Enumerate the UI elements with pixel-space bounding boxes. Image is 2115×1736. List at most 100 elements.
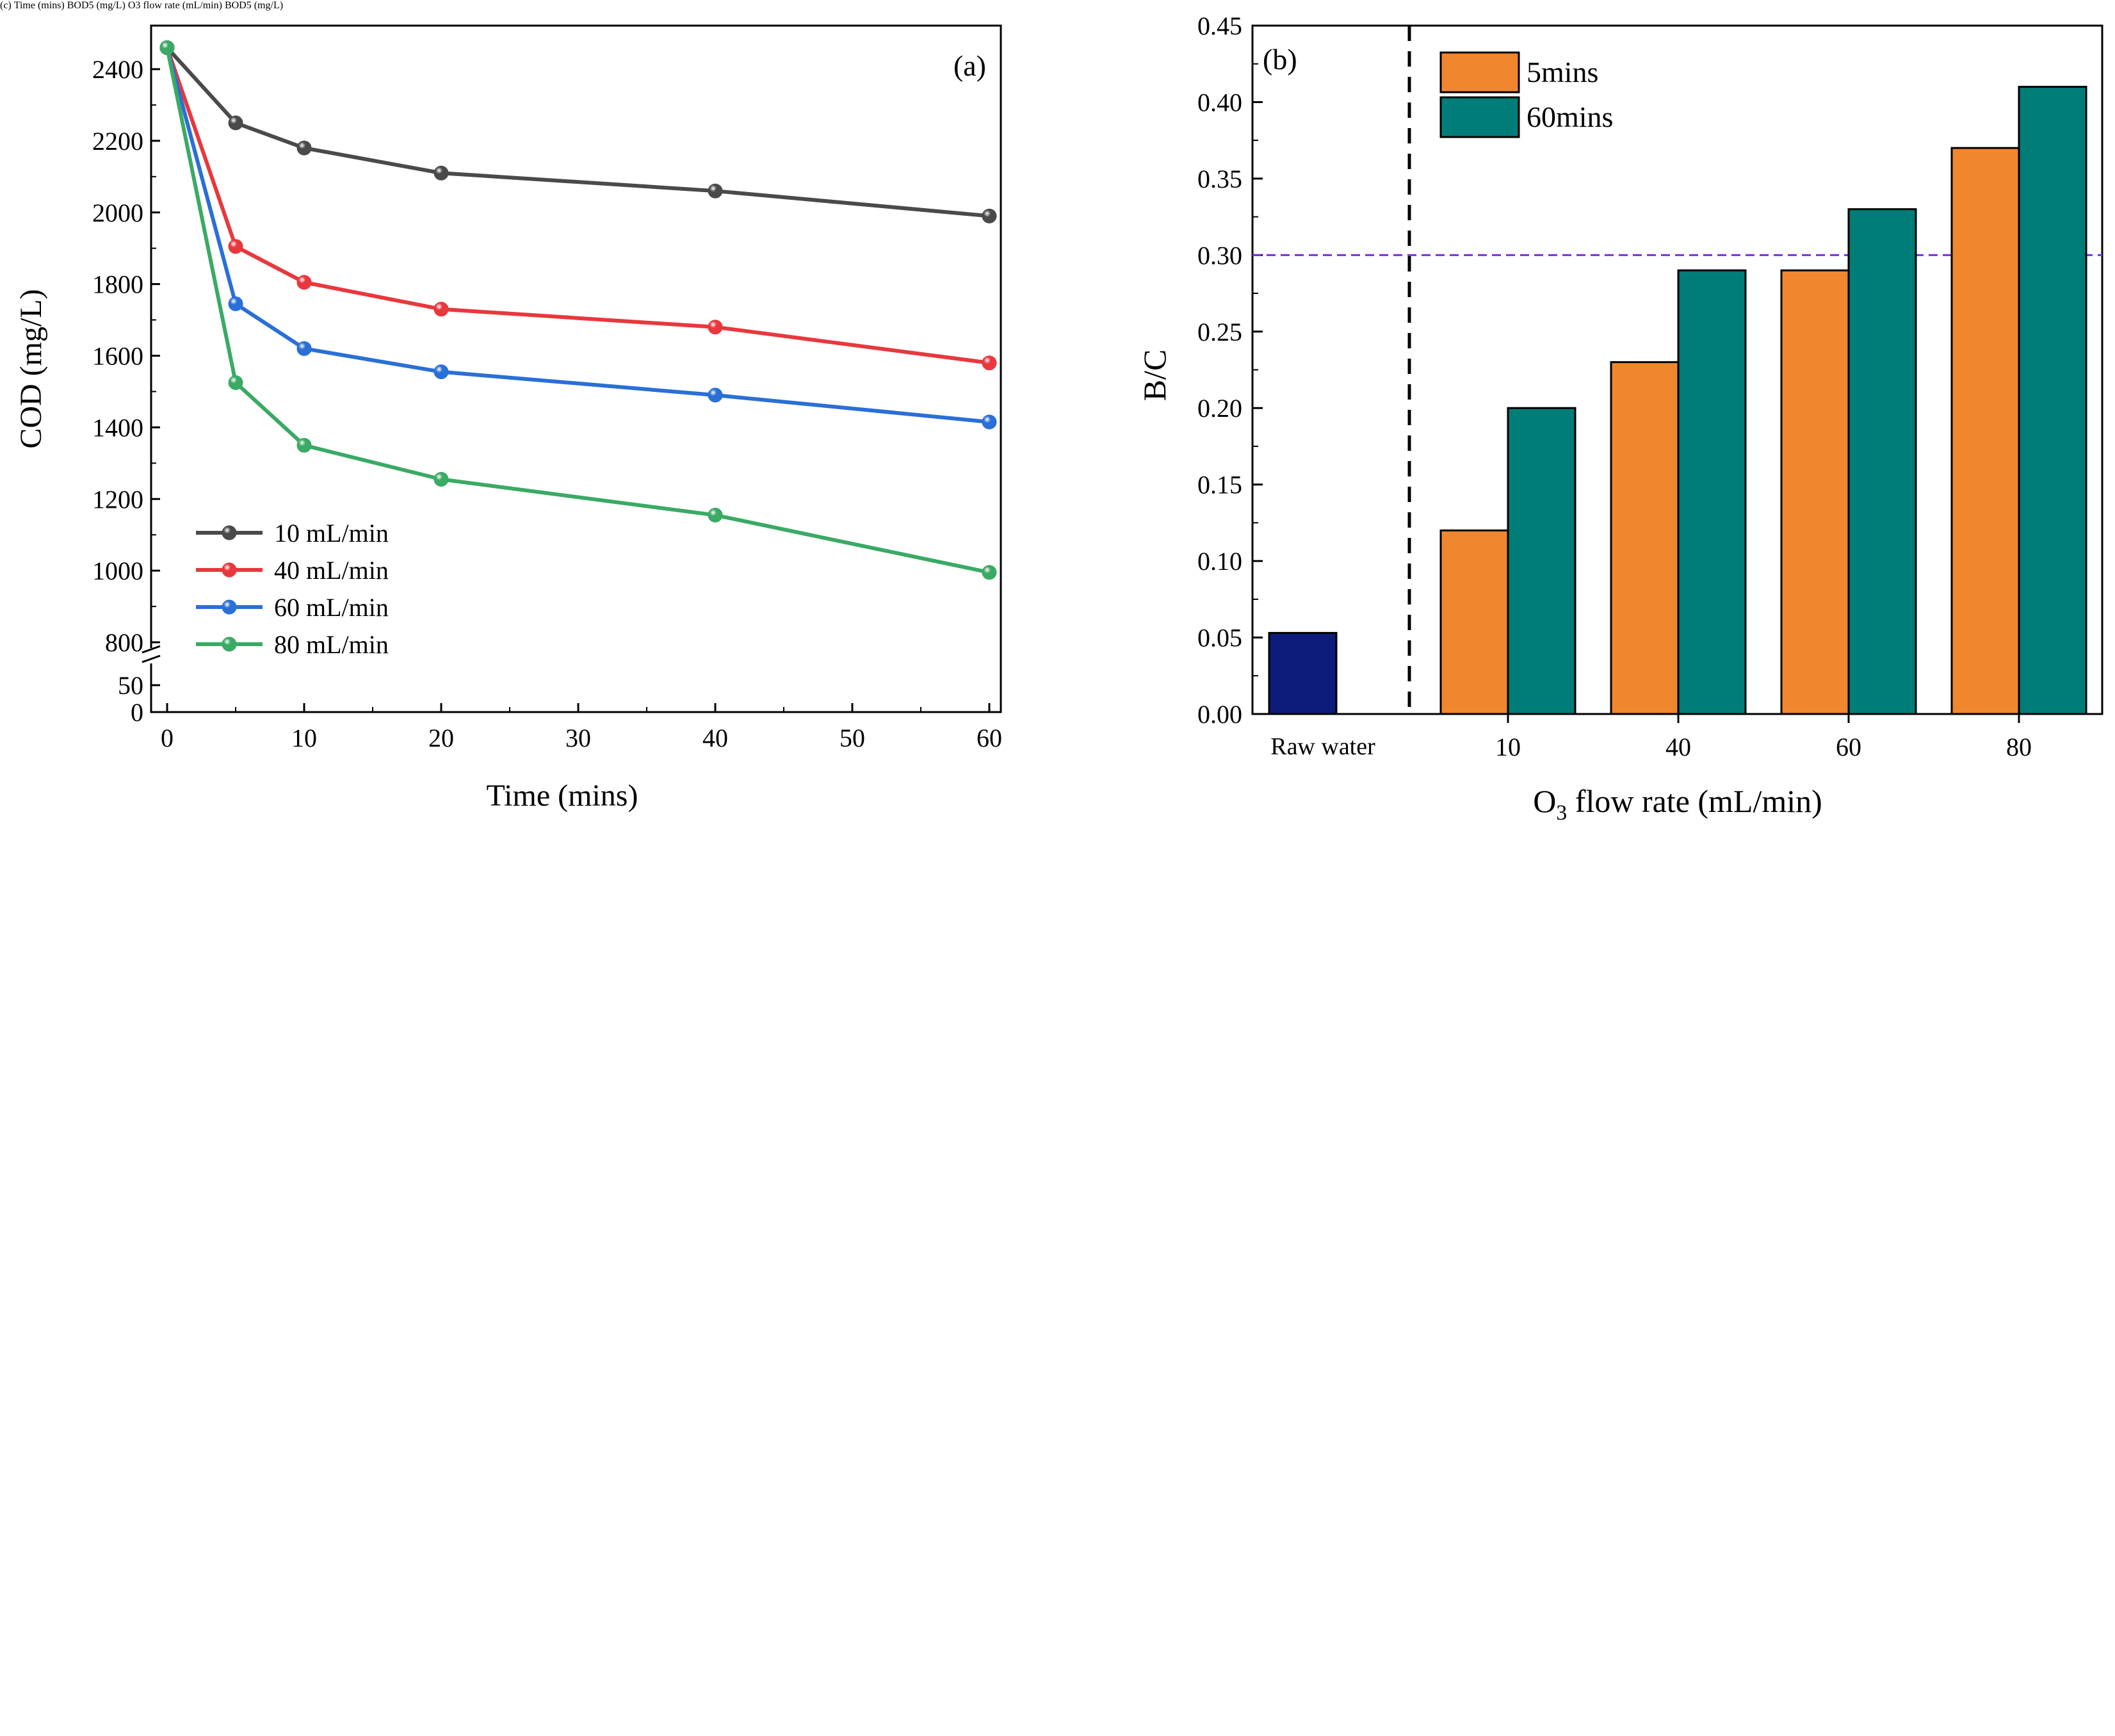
panel-a-y-tick-label: 1000 bbox=[92, 556, 143, 585]
panel-a-y-tick-label: 0 bbox=[131, 698, 143, 727]
panel-a-series-line-3 bbox=[165, 47, 990, 424]
panel-a-series-line-4 bbox=[165, 47, 990, 574]
panel-b-bc-ratio-chart: (b) 0.00 0.05 0.10 0.15 0.20 0.25 0.30 0.35 0.40… bbox=[1137, 12, 2103, 825]
panel-a-data-point bbox=[434, 364, 449, 380]
panel-a-legend-marker bbox=[222, 562, 237, 578]
panel-b-legend-label: 5mins bbox=[1527, 56, 1598, 88]
panel-a-x-tick-label: 0 bbox=[161, 724, 174, 752]
panel-b-legend-swatch-5mins bbox=[1439, 51, 1520, 93]
panel-a-data-point bbox=[708, 183, 723, 199]
panel-a-x-tick-label: 20 bbox=[428, 724, 454, 752]
panel-b-y-tick-label: 0.00 bbox=[1197, 700, 1242, 729]
panel-a-x-tick-label: 50 bbox=[839, 724, 865, 752]
panel-a-x-ticks: 0 10 20 30 40 50 60 bbox=[161, 703, 1002, 752]
panel-b-y-tick-label: 0.30 bbox=[1197, 241, 1242, 270]
panel-a-x-axis-label: Time (mins) bbox=[487, 779, 638, 813]
panel-a-legend-label: 40 mL/min bbox=[274, 556, 389, 585]
panel-a-y-tick-label: 2200 bbox=[92, 127, 143, 156]
panel-a-data-point bbox=[228, 239, 243, 254]
panel-c-tag: (c) bbox=[0, 0, 12, 11]
panel-b-y-tick-label: 0.05 bbox=[1197, 624, 1242, 653]
panel-a-y-tick-label: 2400 bbox=[92, 55, 143, 84]
panel-a-axis-break bbox=[142, 645, 161, 663]
panel-b-y-axis-label: B/C bbox=[1137, 350, 1172, 402]
panel-a-y-tick-label: 1200 bbox=[92, 485, 143, 514]
panel-c-y-axis-label-rest: (mg/L) bbox=[93, 0, 126, 11]
panel-a-data-point bbox=[228, 296, 243, 311]
panel-b-raw-water-bar bbox=[1268, 631, 1338, 715]
panel-a-y-tick-label: 800 bbox=[105, 628, 143, 657]
panel-c-y-axis-label-main: BOD bbox=[67, 0, 89, 11]
panel-a-y-tick-label: 2000 bbox=[92, 199, 143, 227]
panel-a-frame bbox=[150, 24, 1002, 713]
panel-a-y-tick-label: 1600 bbox=[92, 342, 143, 371]
panel-a-x-tick-label: 60 bbox=[976, 724, 1002, 752]
panel-b-bar-60mins-40 bbox=[1677, 269, 1747, 715]
panel-a-data-point bbox=[228, 375, 243, 390]
panel-b-y-tick-label: 0.20 bbox=[1197, 394, 1242, 423]
panel-a-legend-marker bbox=[222, 599, 237, 615]
panel-a-data-point bbox=[296, 341, 312, 356]
panel-b-bar-5mins-40 bbox=[1610, 361, 1680, 715]
panel-a-series-line-2 bbox=[165, 47, 990, 365]
panel-a-data-point bbox=[228, 115, 243, 131]
panel-a-legend-label: 80 mL/min bbox=[274, 630, 389, 659]
panel-a-tag: (a) bbox=[953, 49, 986, 82]
panel-b-tag: (b) bbox=[1263, 43, 1297, 76]
panel-a-legend-label: 60 mL/min bbox=[274, 593, 389, 622]
panel-b-bar-5mins-60 bbox=[1780, 269, 1850, 715]
panel-b-bar-60mins-60 bbox=[1847, 208, 1917, 715]
panel-b-x-tick-label: 40 bbox=[1665, 733, 1691, 761]
panel-a-y-tick-label: 50 bbox=[118, 671, 143, 700]
panel-a-data-point bbox=[296, 140, 312, 156]
panel-b-x-axis-label-sub: 3 bbox=[1556, 801, 1567, 825]
panel-a-data-point bbox=[982, 355, 997, 371]
panel-a-legend-marker bbox=[222, 525, 237, 540]
panel-b-y-tick-label: 0.25 bbox=[1197, 318, 1242, 346]
panel-a-data-point bbox=[982, 414, 997, 430]
panel-a-data-point bbox=[159, 40, 175, 55]
panel-b-y-tick-label: 0.40 bbox=[1197, 88, 1242, 117]
panel-c-y-axis-label-full: BOD5 (mg/L) bbox=[224, 0, 284, 11]
panel-a-data-point bbox=[982, 565, 997, 580]
panel-b-x-axis-label-main: O bbox=[1533, 783, 1556, 819]
panel-b-x-ticks: Raw water 10 40 60 80 bbox=[1270, 714, 2032, 761]
panel-b-x-tick-label-raw-water: Raw water bbox=[1270, 733, 1375, 760]
panel-b-x-tick-label: 80 bbox=[2006, 733, 2032, 761]
panel-c-y-axis-label-sub: 5 bbox=[88, 0, 94, 11]
panel-b-x-axis-label-full: O3 flow rate (mL/min) bbox=[127, 0, 222, 11]
panel-b-y-ticks: 0.00 0.05 0.10 0.15 0.20 0.25 0.30 0.35 0.40 0.45 bbox=[1197, 12, 1263, 729]
panel-a-series bbox=[159, 40, 997, 580]
panel-a-data-point bbox=[296, 437, 312, 453]
panel-a-legend-marker bbox=[222, 637, 237, 652]
panel-b-y-tick-label: 0.35 bbox=[1197, 165, 1242, 193]
panel-b-bar-60mins-80 bbox=[2018, 86, 2087, 715]
panel-a-legend-label: 10 mL/min bbox=[274, 519, 389, 548]
panel-a-x-tick-label: 40 bbox=[702, 724, 728, 752]
panel-b-legend: 5mins 60mins bbox=[1439, 51, 1613, 138]
panel-b-x-tick-label: 60 bbox=[1836, 733, 1861, 761]
panel-b-bar-5mins-80 bbox=[1950, 147, 2020, 715]
panel-a-cod-chart: (a) 800100012001400160018002000220024000… bbox=[14, 24, 1002, 813]
panel-a-series-line-1 bbox=[165, 46, 990, 218]
panel-a-data-point bbox=[708, 507, 723, 523]
panel-a-data-point bbox=[982, 208, 997, 223]
panel-a-legend: 10 mL/min 40 mL/min 60 mL/min 80 mL/min bbox=[196, 519, 389, 659]
panel-b-y-tick-label: 0.15 bbox=[1197, 471, 1242, 499]
panel-b-x-tick-label: 10 bbox=[1495, 733, 1521, 761]
panel-a-data-point bbox=[708, 387, 723, 403]
panel-a-x-tick-label: 10 bbox=[291, 724, 317, 752]
panel-b-bar-60mins-10 bbox=[1507, 407, 1576, 715]
panel-c-x-axis-label: Time (mins) bbox=[13, 0, 65, 11]
panel-b-x-axis-label: O3 flow rate (mL/min) bbox=[1533, 783, 1822, 825]
panel-a-y-axis-label: COD (mg/L) bbox=[14, 289, 48, 448]
panel-b-y-tick-label: 0.10 bbox=[1197, 547, 1242, 576]
panel-b-y-tick-label: 0.45 bbox=[1197, 12, 1242, 40]
panel-c-y-axis-label: BOD5 (mg/L) bbox=[67, 0, 126, 11]
panel-a-data-point bbox=[296, 275, 312, 290]
panel-a-data-point bbox=[434, 471, 449, 487]
panel-a-y-tick-label: 1800 bbox=[92, 270, 143, 299]
panel-b-bars bbox=[1268, 86, 2087, 715]
